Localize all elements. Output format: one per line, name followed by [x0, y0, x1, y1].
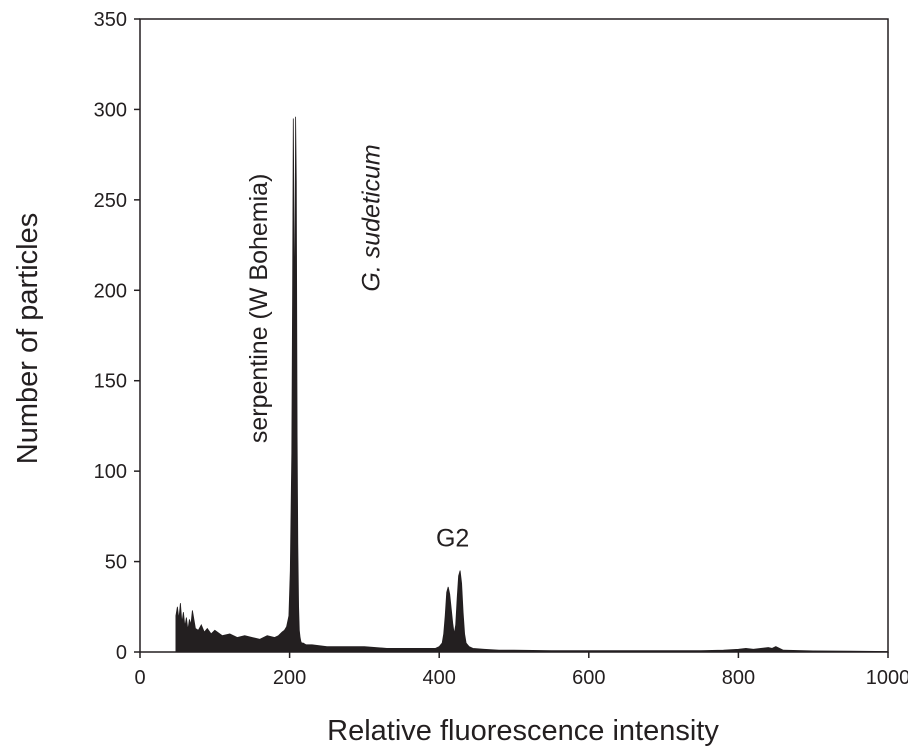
x-tick-label: 0 [134, 667, 145, 689]
y-tick-label: 350 [94, 9, 127, 31]
y-tick-label: 200 [94, 280, 127, 302]
y-axis-title: Number of particles [12, 213, 44, 464]
annotation-1: G. sudeticum [357, 144, 385, 291]
histogram-area-group [175, 116, 889, 653]
y-tick-label: 50 [105, 552, 127, 574]
annotation-0: serpentine (W Bohemia) [245, 174, 273, 444]
histogram-area [175, 116, 889, 653]
annotation-group: serpentine (W Bohemia) G. sudeticum G2 [245, 144, 469, 552]
x-tick-label: 600 [572, 667, 605, 689]
x-axis-title: Relative fluorescence intensity [327, 715, 719, 747]
y-axis-ticks: 0 50 100 150 200 250 300 350 [94, 9, 140, 664]
y-tick-label: 250 [94, 190, 127, 212]
y-tick-label: 150 [94, 371, 127, 393]
y-tick-label: 300 [94, 99, 127, 121]
x-axis-ticks: 0 200 400 600 800 1000 [134, 652, 908, 689]
x-tick-label: 1000 [866, 667, 908, 689]
plot-frame [139, 18, 889, 653]
x-tick-label: 400 [423, 667, 456, 689]
x-tick-label: 200 [273, 667, 306, 689]
y-tick-label: 0 [116, 642, 127, 664]
annotation-2: G2 [436, 525, 469, 553]
x-tick-label: 800 [722, 667, 755, 689]
y-tick-label: 100 [94, 461, 127, 483]
